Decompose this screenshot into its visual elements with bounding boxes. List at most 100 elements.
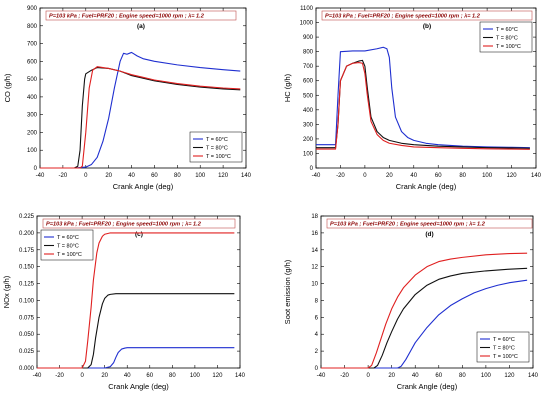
- x-axis-label: Crank Angle (deg): [396, 182, 457, 191]
- x-tick-label: 20: [105, 173, 112, 179]
- x-tick-label: 0: [366, 373, 370, 379]
- y-tick-label: 200: [27, 130, 38, 136]
- x-tick-label: 140: [531, 173, 542, 179]
- y-tick-label: 0: [310, 166, 314, 172]
- x-tick-label: 100: [482, 173, 493, 179]
- x-tick-label: 40: [410, 173, 417, 179]
- legend-label: T = 60°C: [493, 337, 515, 343]
- series-line-2: [321, 267, 528, 369]
- y-tick-label: 500: [27, 77, 38, 83]
- condition-header: P=103 kPa ; Fuel=PRF20 ; Engine speed=10…: [325, 14, 481, 20]
- y-tick-label: 700: [27, 42, 38, 48]
- chart-panel-4: -40 -20 0 20 40 60 80 100 120 140 0 2 4 6 8 10 12 14 16 18 C…: [283, 214, 539, 391]
- x-tick-label: -40: [312, 173, 321, 179]
- legend-label: T = 100°C: [57, 252, 82, 258]
- panel-label: (d): [425, 231, 433, 238]
- x-tick-label: 140: [241, 173, 252, 179]
- x-tick-label: 0: [363, 173, 367, 179]
- y-tick-label: 0.225: [19, 214, 35, 220]
- chart-panel-3: -40 -20 0 20 40 60 80 100 120 140 0.000 0.025 0.050 0…: [2, 214, 246, 391]
- plot-frame: [320, 215, 534, 369]
- y-tick-label: 12: [311, 265, 318, 271]
- series-line-1: [37, 347, 235, 369]
- legend-label: T = 80°C: [206, 146, 228, 152]
- x-tick-label: 60: [435, 373, 442, 379]
- condition-header: P=103 kPa ; Fuel=PRF20 ; Engine speed=10…: [46, 222, 202, 228]
- y-tick-label: 2: [315, 349, 319, 355]
- legend-label: T = 60°C: [206, 137, 228, 143]
- x-tick-label: 60: [435, 173, 442, 179]
- y-axis-label: HC (g/h): [283, 73, 292, 102]
- x-tick-label: 20: [388, 373, 395, 379]
- legend-label: T = 60°C: [496, 27, 518, 33]
- y-tick-label: 0: [34, 166, 38, 172]
- y-tick-label: 8: [315, 298, 319, 304]
- panel-label: (c): [135, 231, 143, 238]
- y-tick-label: 0.200: [19, 231, 35, 237]
- y-tick-label: 600: [303, 79, 314, 85]
- legend: T = 60°C T = 80°C T = 100°C: [40, 229, 94, 261]
- y-tick-label: 100: [27, 148, 38, 154]
- y-tick-label: 14: [311, 248, 318, 254]
- legend: T = 60°C T = 80°C T = 100°C: [476, 331, 530, 363]
- legend-label: T = 60°C: [57, 235, 79, 241]
- series-line-1: [40, 51, 241, 169]
- x-tick-label: 80: [174, 173, 181, 179]
- y-tick-label: 500: [303, 93, 314, 99]
- condition-header-box: [321, 10, 533, 21]
- x-tick-label: -20: [55, 373, 64, 379]
- x-tick-label: 40: [128, 173, 135, 179]
- y-tick-label: 0: [315, 366, 319, 372]
- condition-header: P=103 kPa ; Fuel=PRF20 ; Engine speed=10…: [330, 222, 486, 228]
- y-tick-label: 0.000: [19, 366, 35, 372]
- x-tick-label: 80: [169, 373, 176, 379]
- chart-panel-2: -40 -20 0 20 40 60 80 100 120 140 0 100 200 300 400 500…: [283, 6, 542, 191]
- y-tick-label: 0.100: [19, 298, 35, 304]
- x-tick-label: 40: [124, 373, 131, 379]
- y-tick-label: 18: [311, 214, 318, 220]
- series-line-1: [316, 46, 530, 149]
- panel-label: (a): [137, 23, 145, 30]
- x-tick-label: 140: [235, 373, 246, 379]
- condition-header: P=103 kPa ; Fuel=PRF20 ; Engine speed=10…: [49, 14, 205, 20]
- series-line-1: [321, 279, 528, 369]
- condition-header-box: [45, 10, 237, 21]
- condition-header-box: [326, 218, 533, 229]
- y-tick-label: 0.150: [19, 265, 35, 271]
- x-tick-label: 60: [146, 373, 153, 379]
- y-tick-label: 100: [303, 151, 314, 157]
- series-line-3: [316, 61, 530, 150]
- x-tick-label: 80: [459, 373, 466, 379]
- legend-label: T = 80°C: [57, 244, 79, 250]
- y-tick-label: 900: [303, 35, 314, 41]
- y-axis-label: CO (g/h): [3, 73, 12, 102]
- series-line-2: [37, 293, 235, 369]
- y-tick-label: 4: [315, 332, 319, 338]
- x-tick-label: 140: [528, 373, 539, 379]
- y-tick-label: 900: [27, 6, 38, 12]
- y-tick-label: 16: [311, 231, 318, 237]
- x-tick-label: 20: [386, 173, 393, 179]
- x-tick-label: 120: [504, 373, 515, 379]
- panel-label: (b): [423, 23, 431, 30]
- y-tick-label: 1100: [300, 6, 314, 12]
- x-tick-label: 0: [84, 173, 88, 179]
- y-tick-label: 0.125: [19, 282, 35, 288]
- y-tick-label: 800: [303, 50, 314, 56]
- y-axis-label: Soot emission (g/h): [283, 259, 292, 324]
- x-tick-label: 0: [80, 373, 84, 379]
- x-tick-label: 120: [212, 373, 223, 379]
- series-line-3: [40, 66, 241, 169]
- y-tick-label: 0.075: [19, 315, 35, 321]
- y-tick-label: 700: [303, 64, 314, 70]
- y-tick-label: 400: [27, 95, 38, 101]
- x-tick-label: -20: [59, 173, 68, 179]
- x-tick-label: 80: [459, 173, 466, 179]
- y-tick-label: 200: [303, 137, 314, 143]
- x-tick-label: 120: [507, 173, 518, 179]
- x-tick-label: 100: [190, 373, 201, 379]
- y-tick-label: 300: [27, 113, 38, 119]
- x-tick-label: -20: [340, 373, 349, 379]
- x-axis-label: Crank Angle (deg): [108, 382, 169, 391]
